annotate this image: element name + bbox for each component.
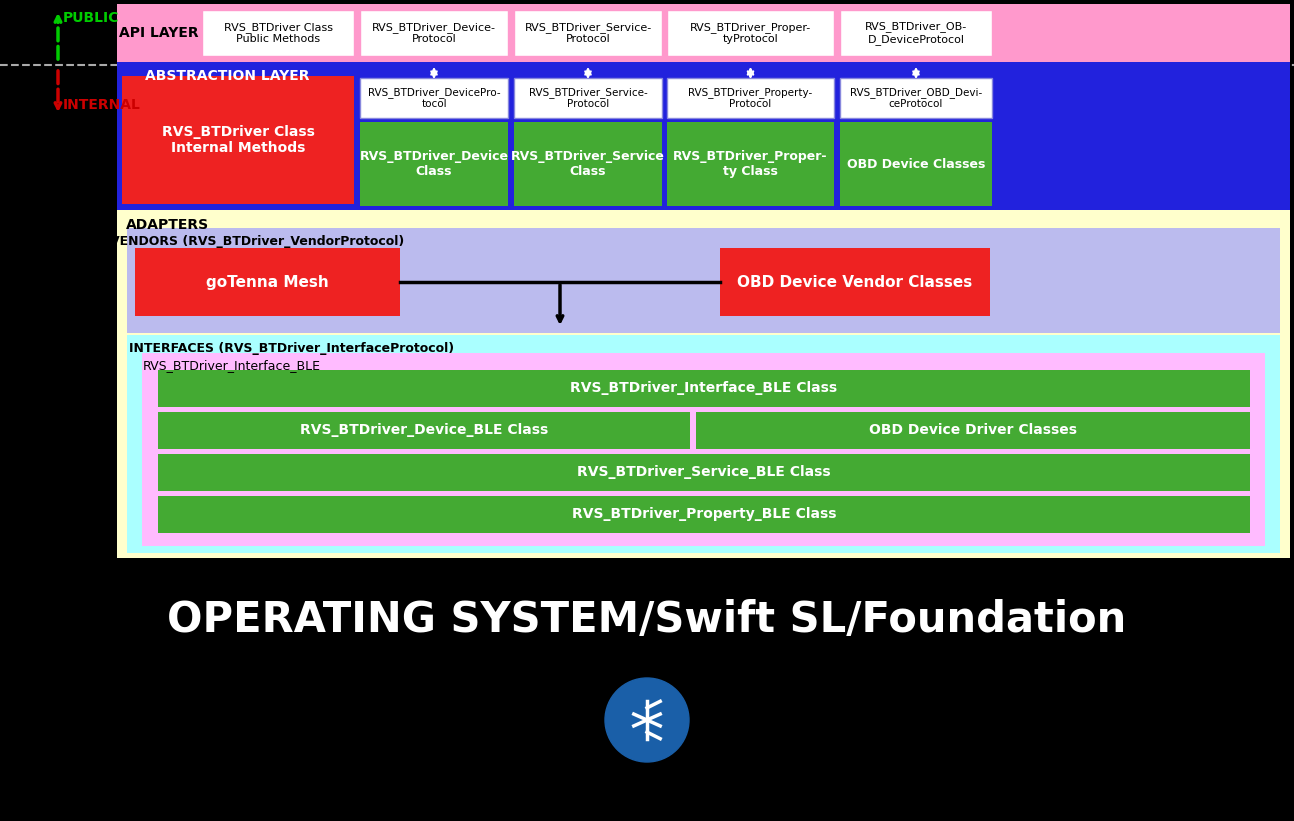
Text: VENDORS (RVS_BTDriver_VendorProtocol): VENDORS (RVS_BTDriver_VendorProtocol): [110, 235, 404, 247]
Bar: [360, 122, 509, 206]
Bar: [666, 10, 835, 56]
Text: RVS_BTDriver Class
Internal Methods: RVS_BTDriver Class Internal Methods: [162, 125, 314, 155]
Text: INTERFACES (RVS_BTDriver_InterfaceProtocol): INTERFACES (RVS_BTDriver_InterfaceProtoc…: [129, 342, 454, 355]
Bar: [360, 10, 509, 56]
Text: RVS_BTDriver_Service-
Protocol: RVS_BTDriver_Service- Protocol: [529, 87, 647, 109]
Bar: [696, 412, 1250, 449]
Text: RVS_BTDriver_Proper-
ty Class: RVS_BTDriver_Proper- ty Class: [673, 150, 828, 178]
Text: RVS_BTDriver_Device
Class: RVS_BTDriver_Device Class: [360, 150, 509, 178]
Bar: [135, 248, 400, 316]
Bar: [127, 228, 1280, 333]
Text: RVS_BTDriver_OBD_Devi-
ceProtocol: RVS_BTDriver_OBD_Devi- ceProtocol: [850, 87, 982, 109]
Bar: [719, 248, 990, 316]
Bar: [514, 122, 663, 206]
Text: API LAYER: API LAYER: [119, 26, 199, 40]
Text: RVS_BTDriver_Interface_BLE Class: RVS_BTDriver_Interface_BLE Class: [571, 381, 837, 395]
Text: RVS_BTDriver_Property_BLE Class: RVS_BTDriver_Property_BLE Class: [572, 507, 836, 521]
Bar: [840, 122, 992, 206]
Bar: [127, 335, 1280, 553]
Text: goTenna Mesh: goTenna Mesh: [206, 274, 329, 290]
Text: RVS_BTDriver_Service-
Protocol: RVS_BTDriver_Service- Protocol: [524, 21, 652, 44]
Text: OPERATING SYSTEM/Swift SL/Foundation: OPERATING SYSTEM/Swift SL/Foundation: [167, 599, 1127, 641]
Bar: [158, 454, 1250, 491]
Text: RVS_BTDriver_Device_BLE Class: RVS_BTDriver_Device_BLE Class: [300, 423, 549, 437]
Text: OBD Device Vendor Classes: OBD Device Vendor Classes: [738, 274, 973, 290]
Bar: [116, 210, 1290, 558]
Bar: [158, 370, 1250, 407]
Bar: [122, 76, 355, 204]
Text: RVS_BTDriver_Property-
Protocol: RVS_BTDriver_Property- Protocol: [688, 87, 813, 109]
Bar: [514, 10, 663, 56]
Circle shape: [606, 678, 688, 762]
Bar: [158, 412, 690, 449]
Bar: [360, 78, 509, 118]
Bar: [840, 10, 992, 56]
Text: RVS_BTDriver_Service
Class: RVS_BTDriver_Service Class: [511, 150, 665, 178]
Bar: [202, 10, 355, 56]
Bar: [116, 4, 1290, 62]
Text: PUBLIC: PUBLIC: [63, 11, 119, 25]
Text: RVS_BTDriver_DevicePro-
tocol: RVS_BTDriver_DevicePro- tocol: [367, 87, 501, 109]
Text: RVS_BTDriver_Device-
Protocol: RVS_BTDriver_Device- Protocol: [371, 21, 496, 44]
Text: OBD Device Classes: OBD Device Classes: [846, 158, 985, 171]
Bar: [514, 78, 663, 118]
Text: RVS_BTDriver_Interface_BLE: RVS_BTDriver_Interface_BLE: [144, 360, 321, 373]
Bar: [840, 78, 992, 118]
Text: OBD Device Driver Classes: OBD Device Driver Classes: [870, 423, 1077, 437]
Bar: [142, 353, 1266, 546]
Bar: [158, 496, 1250, 533]
Text: RVS_BTDriver_Proper-
tyProtocol: RVS_BTDriver_Proper- tyProtocol: [690, 21, 811, 44]
Bar: [666, 78, 835, 118]
Text: RVS_BTDriver_Service_BLE Class: RVS_BTDriver_Service_BLE Class: [577, 465, 831, 479]
Text: ABSTRACTION LAYER: ABSTRACTION LAYER: [145, 69, 309, 83]
Text: INTERNAL: INTERNAL: [63, 98, 141, 112]
Bar: [116, 62, 1290, 210]
Bar: [666, 122, 835, 206]
Text: RVS_BTDriver_OB-
D_DeviceProtocol: RVS_BTDriver_OB- D_DeviceProtocol: [864, 21, 967, 44]
Text: RVS_BTDriver Class
Public Methods: RVS_BTDriver Class Public Methods: [224, 21, 333, 44]
Text: ADAPTERS: ADAPTERS: [126, 218, 208, 232]
